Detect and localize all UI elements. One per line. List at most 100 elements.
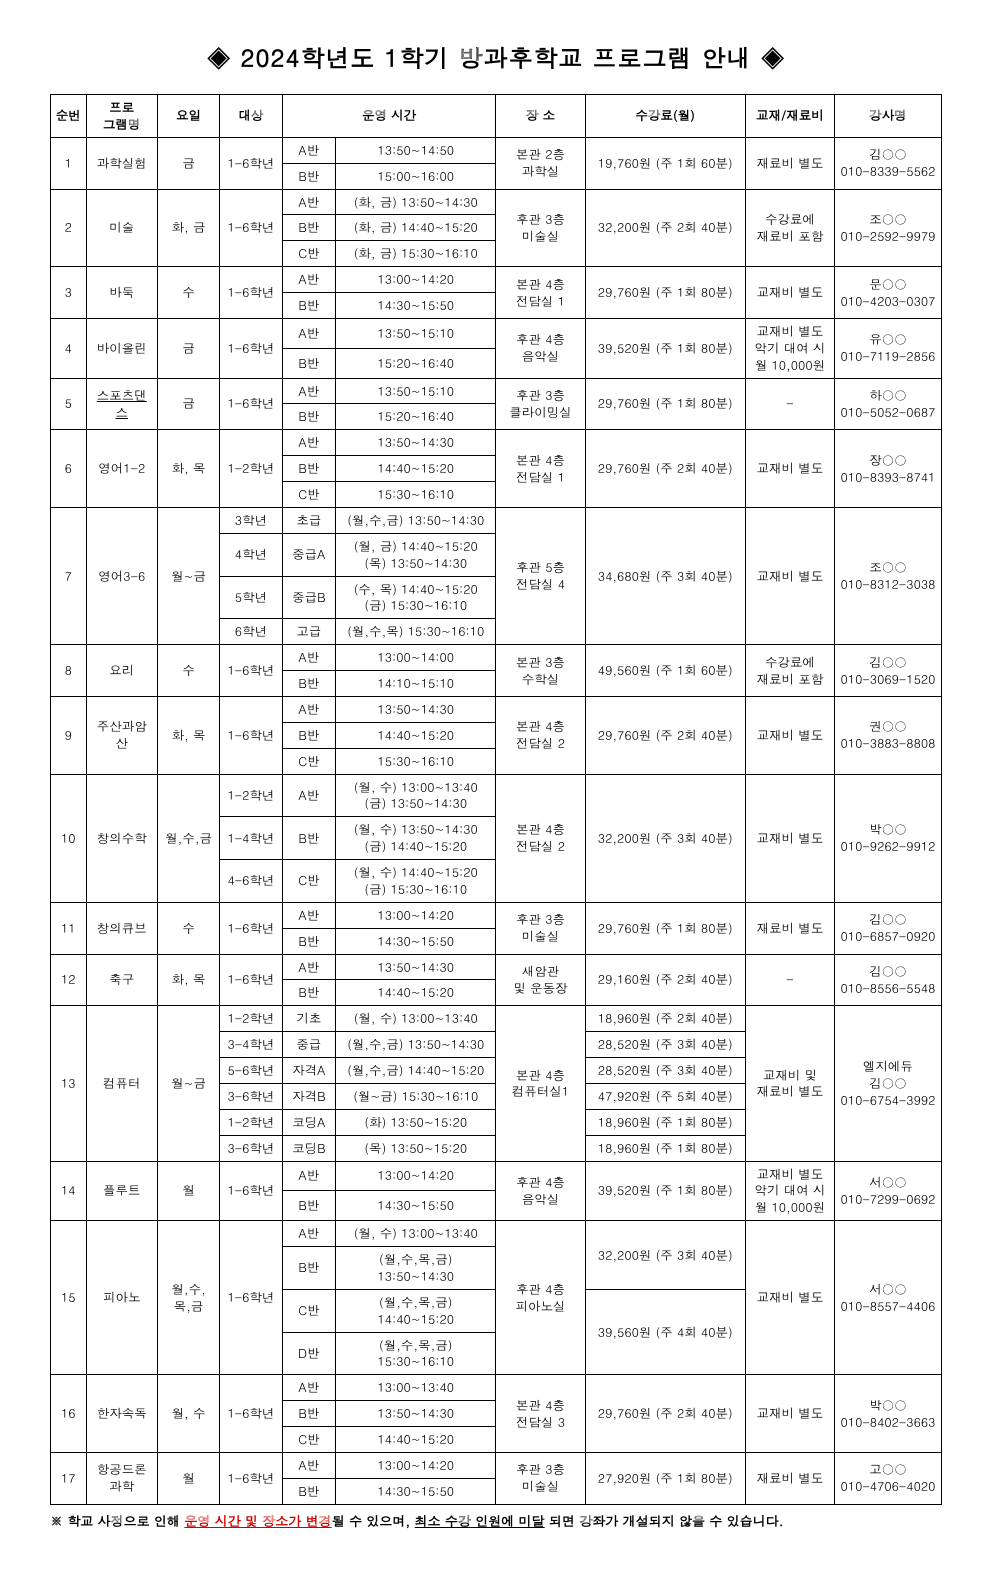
table-row: 7영어3-6월~금3학년초급(월,수,금) 13:50~14:30후관 5층전담… [51, 507, 942, 533]
cell-no: 12 [51, 954, 87, 1006]
cell-class: 중급 [282, 1032, 335, 1058]
cell-no: 2 [51, 189, 87, 267]
cell-material: 교재비 별도 [745, 774, 834, 902]
cell-class: B반 [282, 163, 335, 189]
cell-target: 1-6학년 [220, 1452, 282, 1504]
cell-days: 월,수,금 [157, 774, 219, 902]
cell-time: 15:20~16:40 [336, 348, 496, 378]
cell-place: 새암관및 운동장 [496, 954, 585, 1006]
cell-time: 14:30~15:50 [336, 1478, 496, 1504]
cell-no: 8 [51, 645, 87, 697]
cell-class: C반 [282, 241, 335, 267]
cell-time: (화, 금) 15:30~16:10 [336, 241, 496, 267]
cell-time: (화, 금) 14:40~15:20 [336, 215, 496, 241]
cell-class: 고급 [282, 619, 335, 645]
cell-class: A반 [282, 318, 335, 348]
cell-days: 금 [157, 378, 219, 430]
cell-class: B반 [282, 404, 335, 430]
cell-time: (월,수,목,금) 14:40~15:20 [336, 1289, 496, 1332]
cell-days: 수 [157, 645, 219, 697]
cell-time: 13:00~14:20 [336, 267, 496, 293]
cell-time: (월,수,목,금) 13:50~14:30 [336, 1247, 496, 1290]
cell-target: 3학년 [220, 507, 282, 533]
cell-program: 한자속독 [86, 1375, 157, 1453]
cell-time: 14:30~15:50 [336, 1191, 496, 1221]
cell-no: 13 [51, 1006, 87, 1161]
cell-days: 월,수,목,금 [157, 1221, 219, 1375]
th-teacher: 강사명 [835, 95, 942, 138]
table-row: 17항공드론과학월1-6학년A반13:00~14:20후관 3층미술실27,92… [51, 1452, 942, 1478]
cell-fee: 28,520원 (주 3회 40분) [585, 1032, 745, 1058]
cell-days: 월~금 [157, 507, 219, 644]
cell-class: B반 [282, 1247, 335, 1290]
cell-class: 중급A [282, 533, 335, 576]
cell-no: 14 [51, 1161, 87, 1221]
program-table: 순번 프로그램명 요일 대상 운영 시간 장 소 수강료(월) 교재/재료비 강… [50, 94, 942, 1505]
cell-target: 3-4학년 [220, 1032, 282, 1058]
footnote-red: 운영 시간 및 장소가 변경 [184, 1511, 331, 1530]
cell-time: 13:00~14:20 [336, 1161, 496, 1191]
cell-target: 5학년 [220, 576, 282, 619]
cell-class: C반 [282, 482, 335, 508]
cell-time: 13:50~14:30 [336, 954, 496, 980]
cell-time: (목) 13:50~15:20 [336, 1135, 496, 1161]
th-fee: 수강료(월) [585, 95, 745, 138]
cell-material: 재료비 별도 [745, 137, 834, 189]
cell-time: (월, 수) 13:00~13:40(금) 13:50~14:30 [336, 774, 496, 817]
cell-teacher: 서○○010-7299-0692 [835, 1161, 942, 1221]
cell-teacher: 서○○010-8557-4406 [835, 1221, 942, 1375]
cell-class: A반 [282, 774, 335, 817]
cell-fee: 29,760원 (주 2회 40분) [585, 696, 745, 774]
cell-program: 영어1-2 [86, 430, 157, 508]
cell-class: C반 [282, 1289, 335, 1332]
cell-teacher: 조○○010-8312-3038 [835, 507, 942, 644]
th-no: 순번 [51, 95, 87, 138]
th-optime: 운영 시간 [282, 95, 496, 138]
footnote-prefix: ※ 학교 사정으로 인해 [50, 1511, 184, 1530]
cell-place: 본관 4층컴퓨터실1 [496, 1006, 585, 1161]
cell-place: 본관 3층수학실 [496, 645, 585, 697]
cell-place: 후관 4층피아노실 [496, 1221, 585, 1375]
cell-time: 13:50~14:30 [336, 1401, 496, 1427]
cell-fee: 28,520원 (주 3회 40분) [585, 1058, 745, 1084]
cell-material: 교재비 별도악기 대여 시월 10,000원 [745, 318, 834, 378]
cell-target: 1-6학년 [220, 1221, 282, 1375]
cell-class: A반 [282, 1375, 335, 1401]
cell-program: 과학실험 [86, 137, 157, 189]
cell-target: 6학년 [220, 619, 282, 645]
cell-time: (화) 13:50~15:20 [336, 1109, 496, 1135]
cell-fee: 34,680원 (주 3회 40분) [585, 507, 745, 644]
cell-target: 1-6학년 [220, 318, 282, 378]
cell-days: 수 [157, 902, 219, 954]
table-row: 15피아노월,수,목,금1-6학년A반(월, 수) 13:00~13:40후관 … [51, 1221, 942, 1247]
cell-time: 14:30~15:50 [336, 293, 496, 319]
table-body: 1과학실험금1-6학년A반13:50~14:50본관 2층과학실19,760원 … [51, 137, 942, 1504]
cell-material: 재료비 별도 [745, 902, 834, 954]
cell-fee: 29,160원 (주 2회 40분) [585, 954, 745, 1006]
cell-time: 15:20~16:40 [336, 404, 496, 430]
cell-place: 본관 4층전담실 2 [496, 774, 585, 902]
cell-target: 1-2학년 [220, 430, 282, 508]
cell-program: 스포츠댄스 [86, 378, 157, 430]
cell-place: 후관 3층미술실 [496, 902, 585, 954]
cell-no: 4 [51, 318, 87, 378]
cell-place: 본관 4층전담실 1 [496, 430, 585, 508]
cell-time: 15:30~16:10 [336, 482, 496, 508]
table-row: 1과학실험금1-6학년A반13:50~14:50본관 2층과학실19,760원 … [51, 137, 942, 163]
cell-target: 1-6학년 [220, 902, 282, 954]
cell-class: B반 [282, 1401, 335, 1427]
cell-time: (월, 수) 13:00~13:40 [336, 1221, 496, 1247]
cell-class: A반 [282, 267, 335, 293]
cell-place: 본관 4층전담실 3 [496, 1375, 585, 1453]
cell-program: 피아노 [86, 1221, 157, 1375]
cell-material: 교재비 별도 [745, 696, 834, 774]
cell-teacher: 김○○010-8556-5548 [835, 954, 942, 1006]
cell-class: B반 [282, 293, 335, 319]
cell-time: 13:50~15:10 [336, 378, 496, 404]
footnote-suffix: 되면 강좌가 개설되지 않을 수 있습니다. [545, 1511, 784, 1530]
cell-class: B반 [282, 215, 335, 241]
table-row: 4바이올린금1-6학년A반13:50~15:10후관 4층음악실39,520원 … [51, 318, 942, 348]
cell-days: 화, 목 [157, 954, 219, 1006]
cell-teacher: 김○○010-6857-0920 [835, 902, 942, 954]
cell-teacher: 박○○010-9262-9912 [835, 774, 942, 902]
